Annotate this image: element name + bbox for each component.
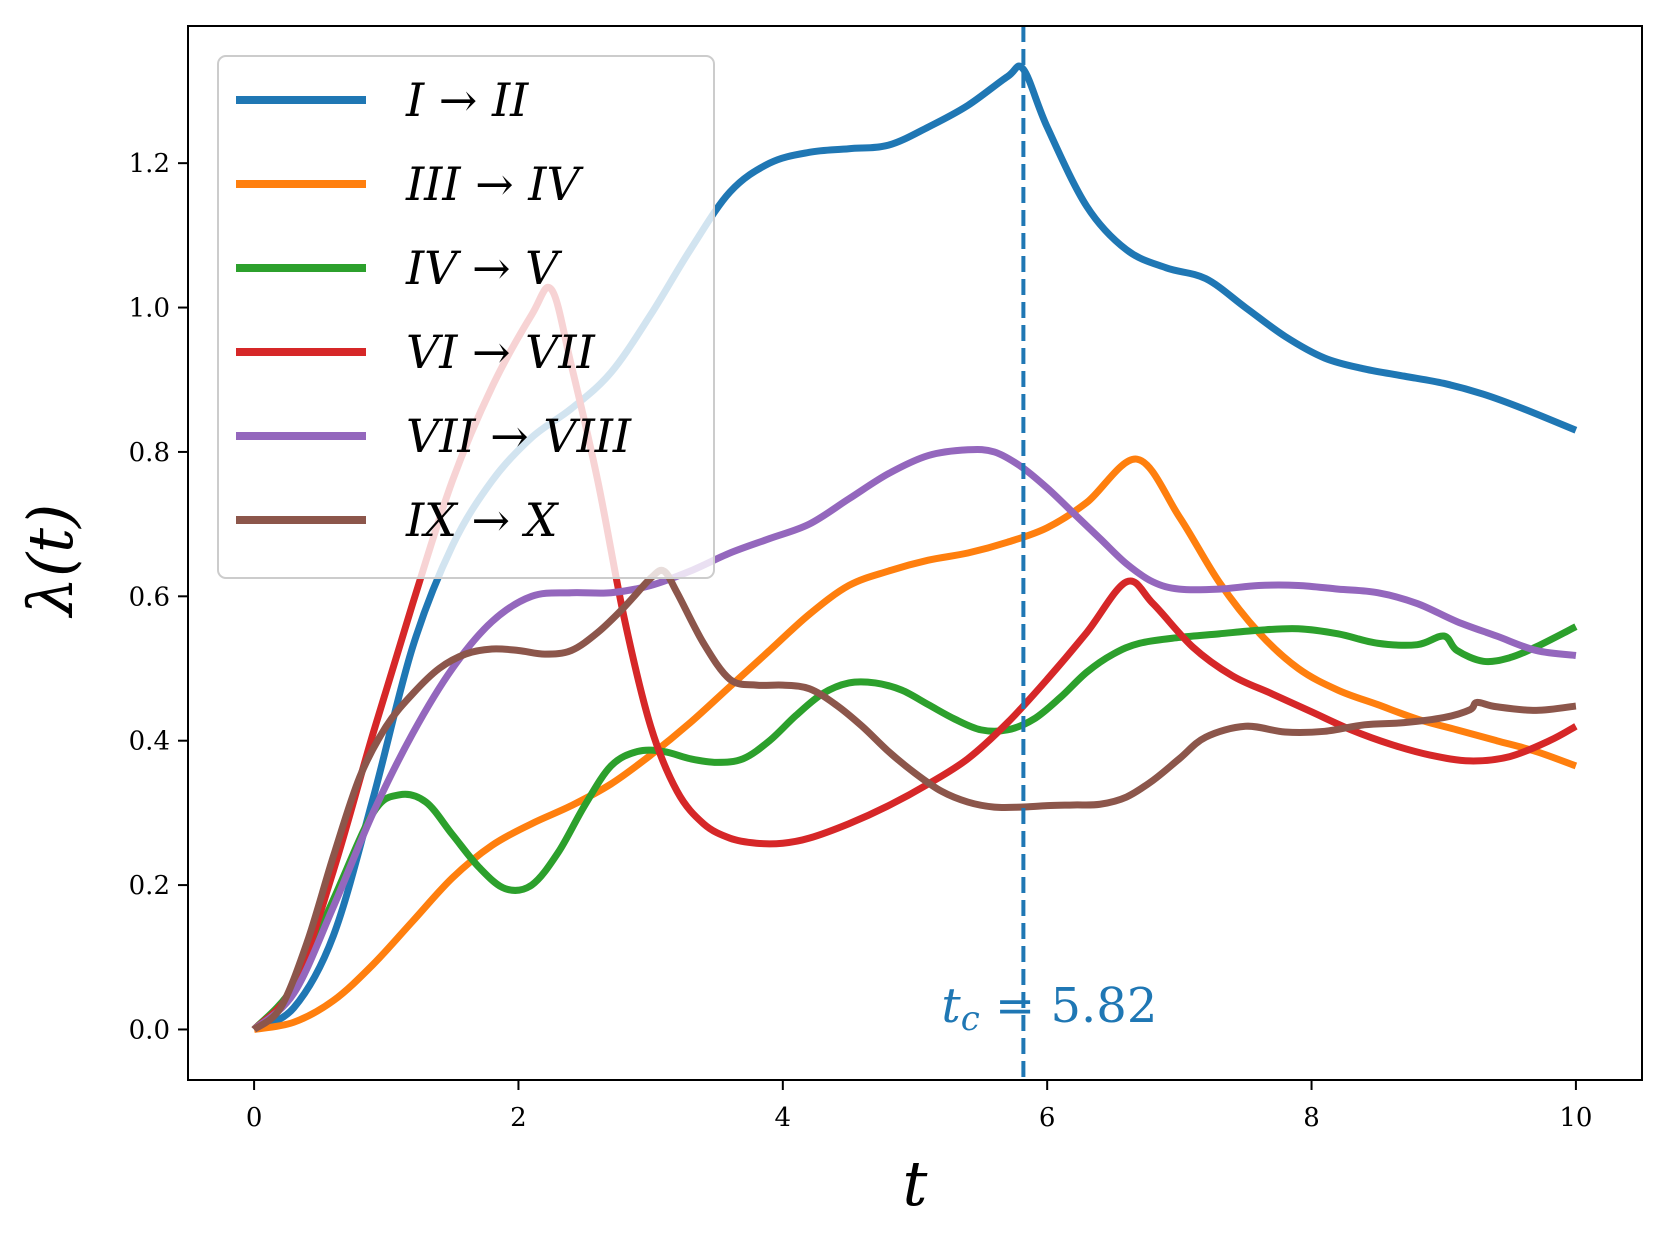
series-line-2 (253, 455, 1578, 1033)
x-tick-label-4: 8 (1303, 1103, 1320, 1133)
legend-label-3: IV → V (405, 241, 563, 295)
x-tick-label-1: 2 (510, 1103, 527, 1133)
y-tick-label-0: 0.0 (129, 1015, 170, 1045)
legend-entries: I → II III → IV IV → V VI → VII VII → VIII IX… (236, 73, 632, 547)
critical-time-label: tc = 5.82 (941, 978, 1157, 1039)
x-tick-label-0: 0 (246, 1103, 263, 1133)
series-line-3 (251, 623, 1578, 1032)
y-axis-ticks: 0.0 0.2 0.4 0.6 0.8 1.0 1.2 (129, 149, 188, 1045)
y-tick-label-3: 0.6 (129, 582, 170, 612)
x-axis-label: t (903, 1147, 928, 1220)
critical-time-value: = 5.82 (980, 978, 1158, 1034)
legend-label-4: VI → VII (406, 325, 596, 379)
critical-time-symbol: t (941, 978, 961, 1034)
x-tick-label-2: 4 (775, 1103, 792, 1133)
y-tick-label-4: 0.8 (129, 438, 170, 468)
x-axis-ticks: 0 2 4 6 8 10 (246, 1080, 1592, 1133)
legend-label-6: IX → X (405, 493, 560, 547)
series-line-6 (251, 566, 1577, 1033)
x-tick-label-5: 10 (1559, 1103, 1592, 1133)
y-tick-label-5: 1.0 (129, 294, 170, 324)
critical-time-subscript: c (961, 999, 980, 1039)
x-tick-label-3: 6 (1039, 1103, 1056, 1133)
legend-label-2: III → IV (405, 157, 584, 211)
legend-label-1: I → II (405, 73, 529, 127)
y-tick-label-1: 0.2 (129, 871, 170, 901)
legend: I → II III → IV IV → V VI → VII VII → VIII IX… (217, 55, 715, 579)
y-tick-label-2: 0.4 (129, 727, 170, 757)
legend-label-5: VII → VIII (406, 409, 632, 463)
y-tick-label-6: 1.2 (129, 149, 170, 179)
y-axis-label: λ(t) (14, 504, 87, 620)
plot-frame (187, 25, 1643, 1081)
